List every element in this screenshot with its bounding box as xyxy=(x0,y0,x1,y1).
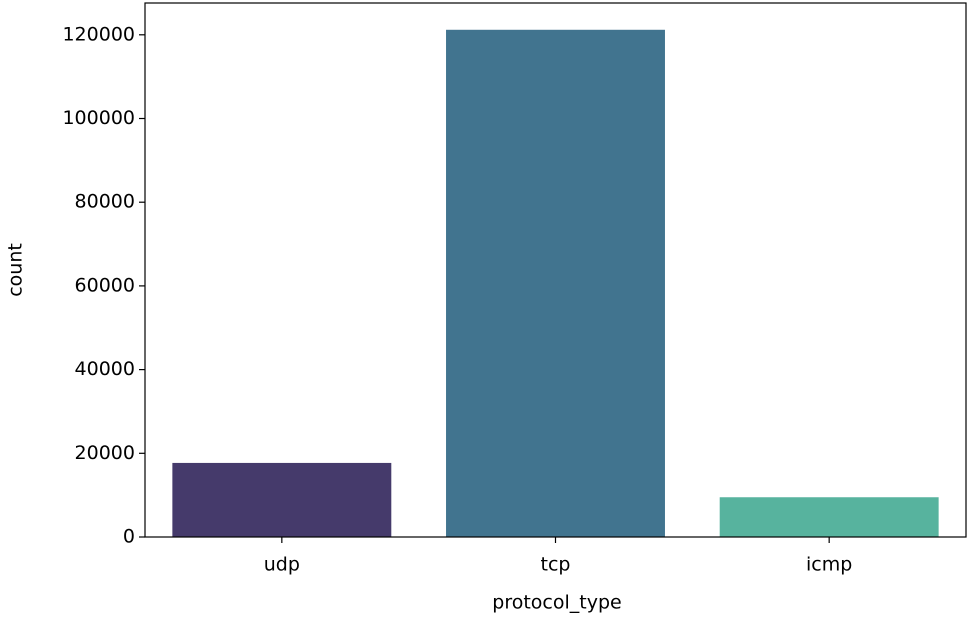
y-tick-label: 60000 xyxy=(75,274,135,296)
x-tick-label: udp xyxy=(264,554,300,576)
y-tick-label: 20000 xyxy=(75,442,135,464)
y-tick-label: 40000 xyxy=(75,358,135,380)
y-tick-label: 80000 xyxy=(75,191,135,213)
bar xyxy=(446,29,665,538)
y-tick-label: 100000 xyxy=(62,107,135,129)
x-tick-label: icmp xyxy=(806,554,852,576)
bar xyxy=(172,462,392,537)
y-axis-label: count xyxy=(5,243,27,297)
x-axis-label: protocol_type xyxy=(492,592,621,614)
y-tick-label: 0 xyxy=(123,526,135,548)
y-tick-label: 120000 xyxy=(62,23,135,45)
plot-frame xyxy=(144,2,967,538)
x-tick-label: tcp xyxy=(541,554,571,576)
bar xyxy=(719,497,939,537)
